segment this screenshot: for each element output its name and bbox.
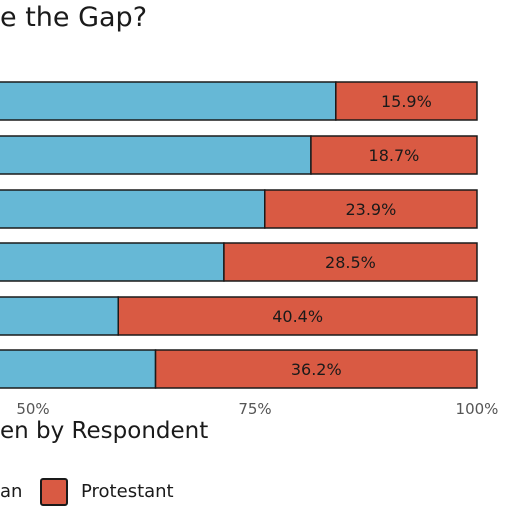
data-label-0: 15.9%	[381, 92, 432, 111]
x-tick-label-2: 100%	[456, 400, 499, 418]
bar-protestant-2	[264, 189, 478, 229]
data-label-1: 18.7%	[369, 146, 420, 165]
bar-series1-5	[0, 349, 157, 389]
bar-protestant-4	[117, 296, 478, 336]
legend-swatch-protestant	[40, 478, 68, 506]
bar-protestant-0	[335, 81, 478, 121]
x-tick-label-1: 75%	[238, 400, 271, 418]
bar-series1-0	[0, 81, 337, 121]
bar-series1-4	[0, 296, 119, 336]
legend-label-series-1: an	[0, 481, 23, 502]
legend-label-protestant: Protestant	[81, 481, 174, 502]
data-label-2: 23.9%	[345, 200, 396, 219]
chart-plot: 15.9% 18.7% 23.9% 28.5% 40.4% 36.2% 50% 75% 100%	[0, 81, 499, 418]
data-label-3: 28.5%	[325, 253, 376, 272]
chart-title: e the Gap?	[0, 2, 148, 33]
x-tick-label-0: 50%	[16, 400, 49, 418]
bar-series1-1	[0, 135, 312, 175]
x-axis-label: en by Respondent	[0, 418, 209, 444]
bar-series1-2	[0, 189, 266, 229]
bar-protestant-3	[223, 242, 478, 282]
bar-protestant-1	[310, 135, 478, 175]
data-label-4: 40.4%	[272, 307, 323, 326]
legend: an Protestant	[0, 478, 520, 508]
data-label-5: 36.2%	[291, 360, 342, 379]
bar-series1-3	[0, 242, 225, 282]
bar-protestant-5	[154, 349, 478, 389]
